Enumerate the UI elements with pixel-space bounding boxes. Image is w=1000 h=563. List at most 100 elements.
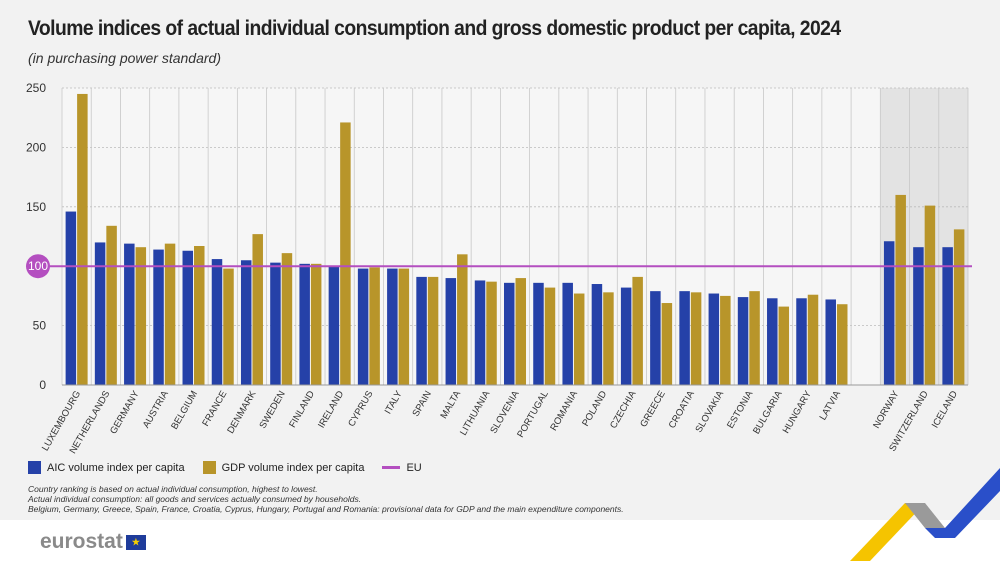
bar-aic — [620, 287, 632, 385]
bar-gdp — [515, 278, 526, 385]
bar-gdp — [807, 294, 819, 385]
legend-label-aic: AIC volume index per capita — [47, 461, 185, 474]
bar-aic — [883, 241, 895, 385]
x-tick-label: BELGIUM — [169, 389, 200, 432]
legend-label-eu: EU — [406, 461, 422, 474]
legend-swatch-eu — [382, 466, 401, 469]
x-tick-label: SLOVENIA — [488, 388, 522, 435]
bar-gdp — [573, 293, 585, 385]
x-tick-label: ICELAND — [930, 389, 960, 430]
y-tick-label: 150 — [26, 200, 46, 214]
x-tick-label: ROMANIA — [548, 388, 580, 432]
bar-gdp — [895, 194, 906, 385]
bar-gdp — [223, 268, 234, 385]
bar-aic — [942, 247, 953, 385]
x-tick-label: SPAIN — [410, 389, 433, 419]
eu-flag-icon: ★ — [125, 534, 146, 550]
bar-gdp — [135, 247, 147, 385]
bar-gdp — [720, 295, 731, 385]
x-tick-label: LATVIA — [818, 388, 844, 422]
bar-gdp — [340, 122, 351, 386]
x-tick-label: ESTONIA — [725, 388, 756, 430]
bar-aic — [650, 291, 661, 385]
x-tick-label: CYPRUS — [346, 389, 375, 429]
footnotes: Country ranking is based on actual indiv… — [28, 484, 624, 514]
bar-aic — [328, 266, 340, 385]
bar-gdp — [953, 229, 965, 385]
bar-aic — [416, 276, 427, 385]
bar-gdp — [457, 254, 468, 385]
footnote: Belgium, Germany, Greece, Spain, France,… — [28, 504, 624, 514]
bar-gdp — [544, 287, 556, 385]
y-tick-label: 50 — [33, 319, 47, 333]
bar-gdp — [310, 263, 322, 385]
legend-swatch-gdp — [202, 461, 216, 474]
eu-label-badge — [26, 254, 50, 279]
legend-swatch-aic — [28, 461, 41, 474]
chart-subtitle: (in purchasing power standard) — [28, 50, 221, 66]
bar-aic — [533, 282, 544, 385]
bar-gdp — [252, 234, 263, 385]
bar-aic — [124, 243, 135, 385]
bar-gdp — [690, 292, 702, 385]
bar-gdp — [369, 267, 380, 385]
bar-aic — [182, 250, 194, 385]
bar-aic — [708, 293, 720, 385]
bar-gdp — [632, 276, 643, 385]
logo-text: eurostat — [40, 530, 123, 553]
y-tick-label: 250 — [26, 81, 46, 95]
legend: AIC volume index per capita GDP volume i… — [28, 461, 422, 474]
x-tick-label: ITALY — [383, 388, 405, 416]
bar-gdp — [749, 291, 760, 385]
bar-aic — [387, 268, 398, 385]
y-tick-label: 0 — [39, 378, 46, 392]
decorative-chevrons — [850, 468, 1000, 561]
footer — [0, 520, 1000, 563]
bar-gdp — [427, 276, 439, 385]
bar-aic — [767, 298, 778, 385]
x-tick-label: GERMANY — [108, 388, 142, 436]
x-tick-label: PORTUGAL — [515, 389, 551, 440]
x-tick-label: POLAND — [580, 389, 609, 428]
bar-aic — [357, 268, 369, 385]
legend-label-gdp: GDP volume index per capita — [221, 461, 365, 474]
bar-chart: 050150200250LUXEMBOURGNETHERLANDSGERMANY… — [26, 81, 972, 456]
x-tick-label: CZECHIA — [608, 388, 639, 430]
bar-aic — [504, 282, 515, 385]
bar-aic — [299, 263, 310, 385]
bar-gdp — [77, 93, 88, 385]
bar-aic — [796, 298, 807, 385]
bar-gdp — [194, 246, 205, 385]
bar-gdp — [106, 225, 117, 385]
x-tick-label: MALTA — [438, 388, 463, 420]
bar-gdp — [281, 253, 293, 385]
x-tick-label: DENMARK — [225, 388, 259, 435]
x-tick-label: NORWAY — [871, 388, 902, 430]
bar-aic — [679, 291, 690, 385]
bar-aic — [94, 242, 106, 385]
bar-aic — [270, 262, 281, 385]
x-tick-label: BULGARIA — [751, 388, 785, 436]
bar-aic — [737, 297, 749, 385]
bar-gdp — [603, 292, 614, 385]
bar-gdp — [164, 243, 176, 385]
y-tick-label: 100 — [28, 259, 48, 273]
bar-aic — [240, 260, 252, 385]
y-tick-label: 200 — [26, 140, 46, 154]
bar-gdp — [924, 205, 936, 385]
bar-aic — [445, 278, 457, 385]
x-tick-label: GREECE — [638, 389, 668, 429]
bar-aic — [474, 280, 486, 385]
bar-aic — [825, 299, 836, 385]
x-tick-label: HUNGARY — [781, 388, 815, 435]
x-tick-label: FRANCE — [200, 389, 229, 428]
bar-gdp — [836, 304, 848, 385]
chart-title: Volume indices of actual individual cons… — [28, 17, 841, 40]
x-tick-label: AUSTRIA — [141, 388, 171, 430]
x-tick-label: IRELAND — [316, 389, 346, 430]
footnote: Actual individual consumption: all goods… — [28, 494, 362, 504]
bar-gdp — [661, 303, 673, 385]
bar-gdp — [486, 281, 497, 385]
x-tick-label: CROATIA — [667, 388, 698, 430]
bar-aic — [153, 249, 164, 385]
